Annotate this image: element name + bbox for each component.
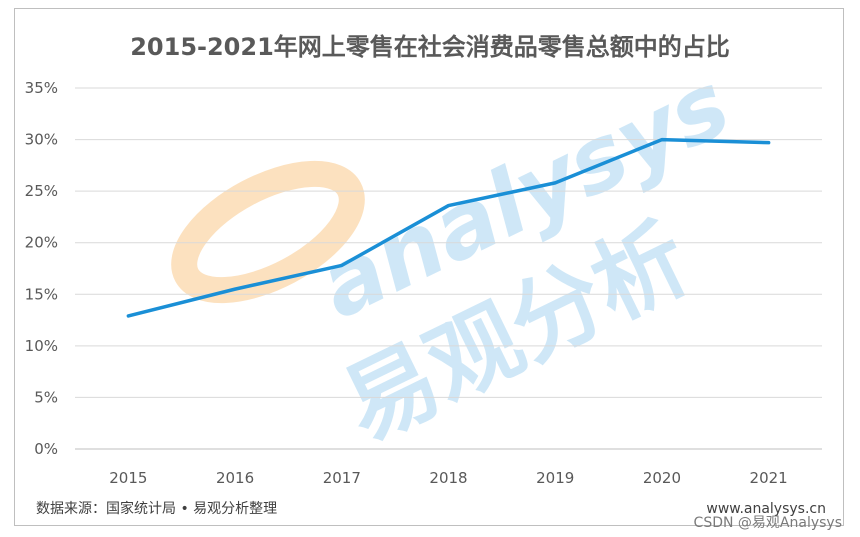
chart-title: 2015-2021年网上零售在社会消费品零售总额中的占比 xyxy=(130,33,730,61)
site-url: www.analysys.cn xyxy=(706,501,826,517)
y-tick-label: 10% xyxy=(25,337,58,355)
x-tick-labels: 2015 2016 2017 2018 2019 2020 2021 xyxy=(109,469,787,487)
y-tick-label: 30% xyxy=(25,131,58,149)
watermark: analysys 易观分析 xyxy=(171,52,745,461)
series-line xyxy=(126,137,771,318)
x-tick-label: 2019 xyxy=(536,469,574,487)
x-tick-label: 2021 xyxy=(750,469,788,487)
x-tick-label: 2020 xyxy=(643,469,681,487)
series-layer xyxy=(126,137,771,318)
chart-frame xyxy=(14,8,844,526)
y-tick-label: 0% xyxy=(34,440,58,458)
y-tick-label: 25% xyxy=(25,182,58,200)
gridlines xyxy=(75,87,822,450)
analysys-logo-icon xyxy=(171,160,365,304)
x-tick-label: 2015 xyxy=(109,469,147,487)
y-tick-label: 15% xyxy=(25,285,58,303)
x-tick-label: 2016 xyxy=(216,469,254,487)
x-tick-label: 2017 xyxy=(323,469,361,487)
y-tick-label: 35% xyxy=(25,79,58,97)
x-tick-label: 2018 xyxy=(429,469,467,487)
csdn-watermark: CSDN @易观Analysys xyxy=(694,515,842,531)
source-note: 数据来源：国家统计局 • 易观分析整理 xyxy=(36,500,277,517)
y-tick-labels: 0% 5% 10% 15% 20% 25% 30% 35% xyxy=(25,79,58,458)
y-tick-label: 5% xyxy=(34,388,58,406)
y-tick-label: 20% xyxy=(25,234,58,252)
